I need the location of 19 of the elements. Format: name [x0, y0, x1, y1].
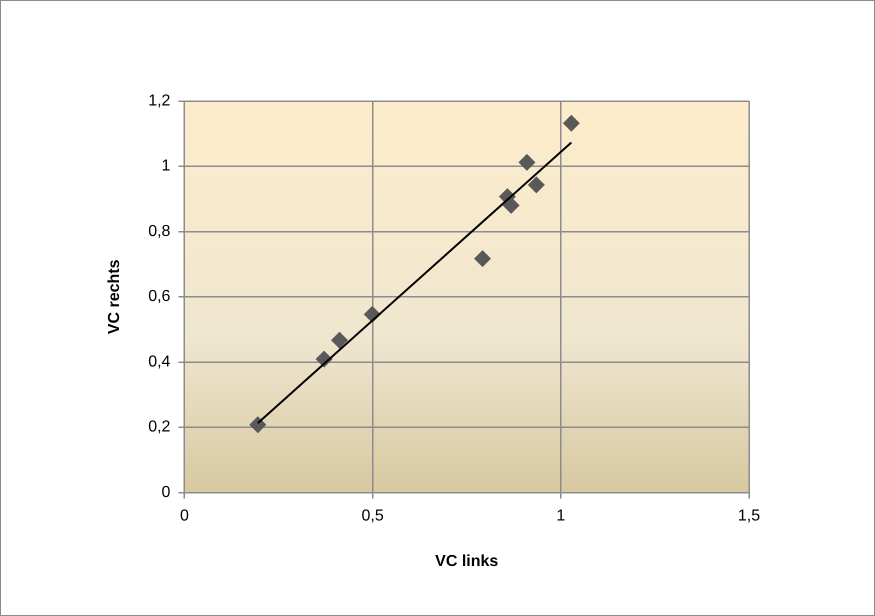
- point: [474, 250, 492, 268]
- x-tick-label: 0,5: [362, 508, 384, 525]
- y-tick-label: 0,8: [148, 222, 171, 240]
- y-tick-label: 0,6: [148, 288, 171, 306]
- y-tick-label: 1,2: [148, 92, 171, 110]
- x-tick-label: 1,5: [738, 508, 760, 525]
- x-tick-label: 0: [180, 508, 189, 525]
- point: [249, 416, 266, 434]
- y-tick-label: 1: [162, 158, 171, 175]
- y-axis-title: VC rechts: [106, 259, 124, 334]
- x-axis-title: VC links: [435, 552, 498, 570]
- y-tick-label: 0,4: [148, 353, 171, 370]
- point: [528, 176, 545, 194]
- y-tick-label: 0,2: [148, 418, 171, 436]
- point: [562, 114, 580, 132]
- x-tick-label: 1: [556, 508, 566, 525]
- y-tick-label: 0: [162, 484, 171, 502]
- point: [331, 332, 348, 349]
- point: [518, 154, 536, 171]
